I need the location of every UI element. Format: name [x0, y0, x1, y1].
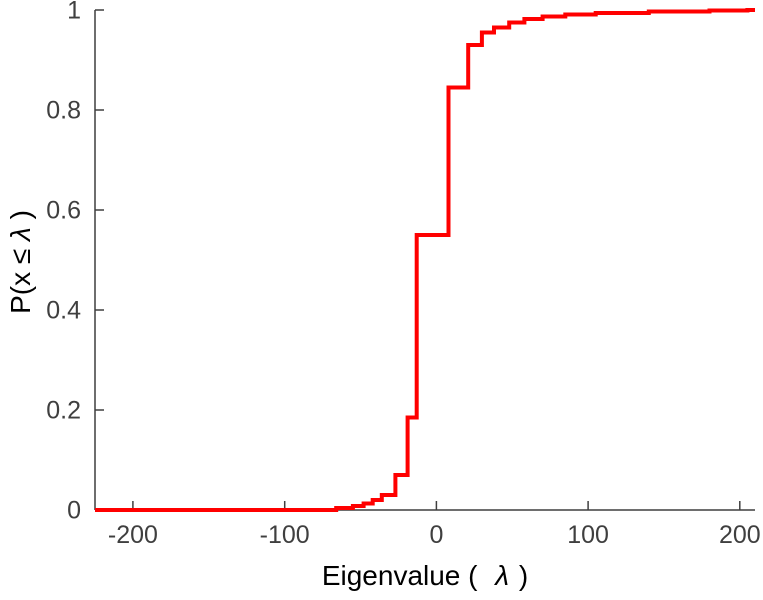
y-tick-label: 0 — [67, 497, 81, 525]
y-tick-label: 0.6 — [46, 197, 81, 225]
y-axis-label: P(x ≤ λ ) — [5, 210, 36, 314]
x-tick-label: -100 — [260, 521, 310, 549]
y-tick-label: 0.4 — [46, 297, 81, 325]
y-tick-label: 0.2 — [46, 397, 81, 425]
y-axis-label-prefix: P(x ≤ — [5, 241, 36, 314]
x-axis-label-prefix: Eigenvalue ( — [322, 560, 485, 591]
x-tick-label: 0 — [429, 521, 443, 549]
x-axis-label-suffix: ) — [519, 560, 528, 591]
x-tick-label: -200 — [108, 521, 158, 549]
y-tick-label: 0.8 — [46, 97, 81, 125]
ecdf-line — [95, 8, 755, 512]
x-axis-label: Eigenvalue ( λ ) — [322, 560, 528, 591]
plot-area: -200 -100 0 100 200 0 0.2 0.4 0.6 0.8 1 — [46, 0, 760, 549]
x-axis-label-lambda: λ — [493, 560, 509, 591]
y-axis-label-lambda: λ — [5, 227, 36, 243]
x-tick-label: 200 — [719, 521, 761, 549]
y-tick-label: 1 — [67, 0, 81, 25]
y-axis-label-suffix: ) — [5, 210, 36, 219]
x-tick-label: 100 — [567, 521, 609, 549]
